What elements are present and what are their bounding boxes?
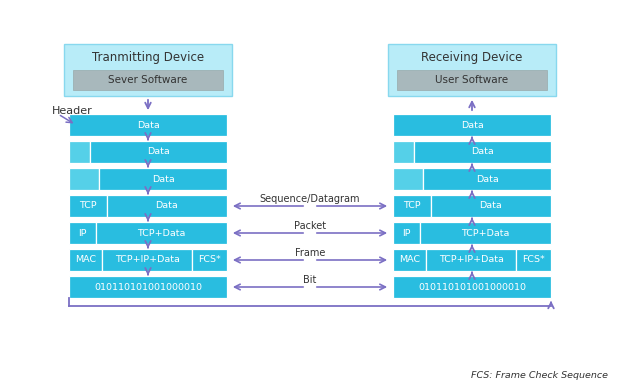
Bar — [397, 70, 547, 90]
Text: TCP+Data: TCP+Data — [461, 228, 510, 237]
Bar — [420, 222, 551, 244]
Bar — [393, 195, 431, 217]
Bar — [69, 249, 102, 271]
Bar — [192, 249, 227, 271]
Text: Data: Data — [156, 202, 179, 210]
Text: MAC: MAC — [75, 255, 96, 265]
Text: 010110101001000010: 010110101001000010 — [94, 283, 202, 291]
Bar — [393, 222, 420, 244]
Text: Data: Data — [152, 174, 174, 184]
Text: TCP+IP+Data: TCP+IP+Data — [439, 255, 503, 265]
Text: Data: Data — [476, 174, 498, 184]
Bar — [99, 168, 227, 190]
Bar — [69, 168, 99, 190]
Text: Tranmitting Device: Tranmitting Device — [92, 51, 204, 65]
Bar — [69, 141, 89, 163]
Bar — [414, 141, 551, 163]
Text: Data: Data — [471, 147, 494, 157]
Bar — [64, 44, 232, 96]
Text: Data: Data — [136, 121, 159, 129]
Bar — [69, 114, 227, 136]
Bar — [431, 195, 551, 217]
Bar — [69, 222, 96, 244]
Text: Packet: Packet — [294, 221, 326, 231]
Bar — [102, 249, 192, 271]
Text: FCS: Frame Check Sequence: FCS: Frame Check Sequence — [471, 371, 608, 380]
Text: TCP+IP+Data: TCP+IP+Data — [115, 255, 180, 265]
Bar — [107, 195, 227, 217]
Text: Bit: Bit — [303, 275, 317, 285]
Bar — [69, 195, 107, 217]
Text: Receiving Device: Receiving Device — [422, 51, 523, 65]
Bar — [69, 276, 227, 298]
Bar — [89, 141, 227, 163]
Text: Data: Data — [147, 147, 170, 157]
Text: Frame: Frame — [295, 248, 325, 258]
Bar — [423, 168, 551, 190]
Text: Sequence/Datagram: Sequence/Datagram — [260, 194, 360, 204]
Text: MAC: MAC — [399, 255, 420, 265]
Text: FCS*: FCS* — [198, 255, 221, 265]
Text: IP: IP — [402, 228, 410, 237]
Bar — [393, 141, 414, 163]
Bar — [516, 249, 551, 271]
Text: Data: Data — [480, 202, 502, 210]
Bar — [388, 44, 556, 96]
Bar — [73, 70, 223, 90]
Text: User Software: User Software — [435, 75, 508, 85]
Bar — [96, 222, 227, 244]
Text: Data: Data — [461, 121, 484, 129]
Text: TCP: TCP — [79, 202, 97, 210]
Bar — [393, 168, 423, 190]
Text: FCS*: FCS* — [522, 255, 545, 265]
Text: TCP: TCP — [403, 202, 421, 210]
Bar — [393, 114, 551, 136]
Text: Header: Header — [52, 106, 93, 116]
Text: 010110101001000010: 010110101001000010 — [418, 283, 526, 291]
Text: TCP+Data: TCP+Data — [137, 228, 185, 237]
Bar — [393, 249, 426, 271]
Text: IP: IP — [78, 228, 87, 237]
Text: Sever Software: Sever Software — [108, 75, 188, 85]
Bar — [393, 276, 551, 298]
Bar — [426, 249, 516, 271]
